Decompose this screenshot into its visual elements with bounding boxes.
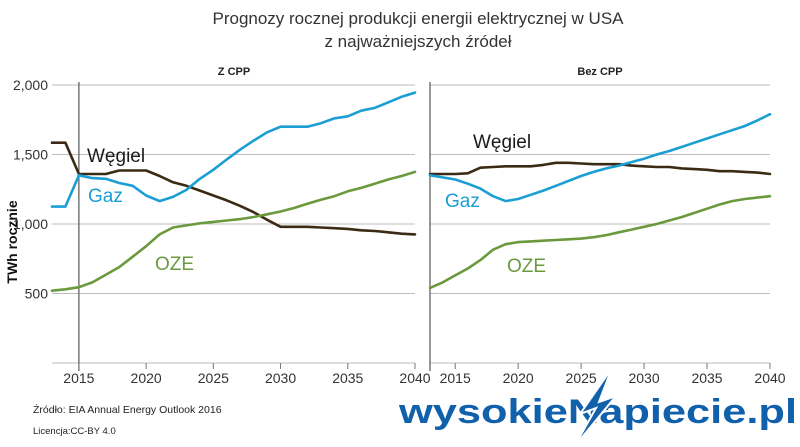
y-axis-label: TWh rocznie: [4, 200, 20, 283]
p1-x-tick-label-2015: 2015: [63, 370, 94, 386]
p2-x-tick-label-2030: 2030: [628, 370, 659, 386]
p1-x-tick-label-2020: 2020: [131, 370, 162, 386]
p1-x-tick-label-2040: 2040: [399, 370, 430, 386]
panel1-title: Z CPP: [218, 66, 250, 78]
lightning-bolt-icon: [573, 367, 620, 447]
p2-series-line-renewables: [428, 194, 772, 290]
p2-series-line-coal: [428, 161, 772, 176]
panel1-label-gas: Gaz: [88, 186, 123, 207]
p1-x-tick-label-2035: 2035: [332, 370, 363, 386]
p1-series-line-coal: [50, 141, 417, 236]
panel2-label-gas: Gaz: [445, 191, 480, 212]
p2-series-line-gas: [428, 112, 772, 203]
lines-layer: [50, 91, 772, 292]
p1-x-tick-label-2025: 2025: [198, 370, 229, 386]
p2-x-tick-label-2015: 2015: [440, 370, 471, 386]
y-tick-label-2000: 2,000: [13, 77, 48, 93]
panel2-label-coal: Węgiel: [473, 132, 531, 153]
grid-layer: 500 1,000 1,500 2,000 2015 2020 2025 2030 2035 20…: [13, 77, 786, 386]
panel2-label-renewables: OZE: [507, 256, 546, 277]
p1-x-tick-label-2030: 2030: [265, 370, 296, 386]
site-logo: wysokieNapiecie.pl: [398, 367, 797, 447]
p1-series-line-gas: [50, 91, 417, 208]
p2-x-tick-label-2040: 2040: [754, 370, 785, 386]
panel1-label-coal: Węgiel: [87, 146, 145, 167]
y-tick-label-1500: 1,500: [13, 147, 48, 163]
y-tick-label-500: 500: [25, 286, 49, 302]
panel1-label-renewables: OZE: [155, 254, 194, 275]
chart-title-line1: Prognozy rocznej produkcji energii elekt…: [212, 9, 624, 28]
p1-series-line-renewables: [50, 170, 417, 292]
panel2-title: Bez CPP: [577, 66, 622, 78]
p2-x-tick-label-2035: 2035: [691, 370, 722, 386]
source-note: Źródło: EIA Annual Energy Outlook 2016: [33, 403, 222, 416]
p2-x-tick-label-2025: 2025: [566, 370, 597, 386]
license-note: Licencja:CC-BY 4.0: [33, 426, 116, 437]
y-tick-label-1000: 1,000: [13, 216, 48, 232]
p2-x-tick-label-2020: 2020: [503, 370, 534, 386]
chart-title-line2: z najważniejszych źródeł: [324, 32, 511, 51]
